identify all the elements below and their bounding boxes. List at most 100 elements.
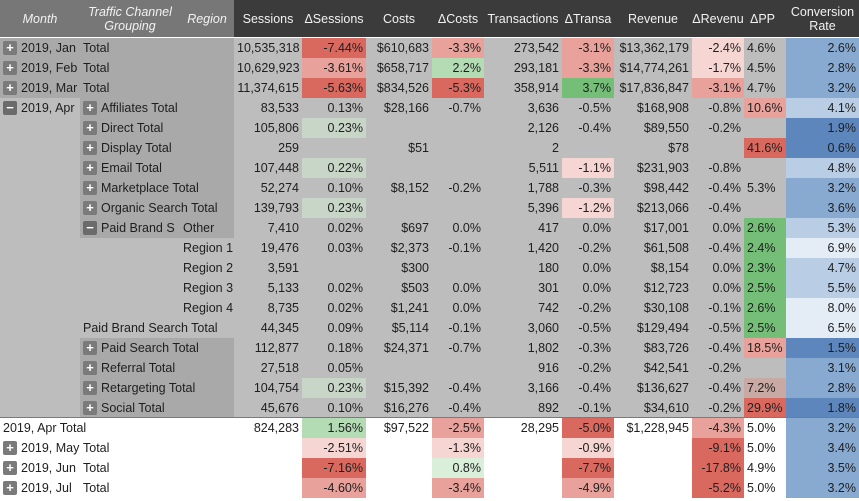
header-delta-costs[interactable]: ΔCosts <box>432 0 484 37</box>
month-label[interactable]: +2019, May <box>0 438 80 458</box>
month-label-text: 2019, May <box>21 441 80 455</box>
cell-d-revenue-text: -0.4% <box>708 381 741 395</box>
cell-dpp-text: 4.5% <box>747 61 776 75</box>
header-delta-revenue[interactable]: ΔRevenu <box>692 0 744 37</box>
cell-conversion-text: 3.1% <box>827 361 857 375</box>
cell-transactions: 1,788 <box>484 178 562 198</box>
cell-revenue-text: $78 <box>668 141 689 155</box>
month-label[interactable]: −2019, Apr <box>0 98 80 118</box>
expand-icon[interactable]: + <box>83 180 97 195</box>
cell-costs <box>366 438 432 458</box>
cell-sessions <box>234 478 302 498</box>
header-month[interactable]: Month <box>0 0 80 37</box>
cell-dpp: 2.3% <box>744 258 786 278</box>
channel-label-text: Retargeting Total <box>101 381 196 395</box>
expand-icon[interactable]: + <box>3 40 17 55</box>
header-delta-sessions[interactable]: ΔSessions <box>302 0 366 37</box>
cell-dpp-text: 18.5% <box>747 341 783 355</box>
cell-costs-text: $97,522 <box>383 421 429 435</box>
cell-conversion: 3.2% <box>786 418 859 438</box>
cell-d-trans-text: -3.1% <box>578 41 611 55</box>
expand-icon[interactable]: + <box>3 60 17 75</box>
cell-d-trans-text: 0.0% <box>582 281 612 295</box>
header-conversion-rate[interactable]: Conversion Rate <box>786 0 859 37</box>
channel-label[interactable]: + Email Total <box>80 158 234 178</box>
month-label[interactable]: +2019, Jul <box>0 478 80 498</box>
collapse-icon[interactable]: − <box>83 220 97 235</box>
cell-dpp-text: 2.3% <box>747 261 776 275</box>
header-traffic-channel-grouping[interactable]: Traffic Channel Grouping <box>80 0 180 37</box>
cell-d-revenue: -0.8% <box>692 158 744 178</box>
channel-label[interactable]: + Direct Total <box>80 118 234 138</box>
expand-icon[interactable]: + <box>3 460 17 475</box>
cell-revenue: $98,442 <box>614 178 692 198</box>
header-delta-transactions[interactable]: ΔTransa <box>562 0 614 37</box>
cell-costs-text: $697 <box>401 221 429 235</box>
cell-sessions: 11,374,615 <box>234 78 302 98</box>
cell-d-trans: 0.0% <box>562 278 614 298</box>
expand-icon[interactable]: + <box>3 480 17 495</box>
cell-sessions: 5,133 <box>234 278 302 298</box>
month-label[interactable]: +2019, Mar <box>0 78 80 98</box>
channel-label[interactable]: + Social Total <box>80 398 234 418</box>
channel-label[interactable]: − Paid Brand S <box>80 218 180 238</box>
cell-d-sessions: 0.23% <box>302 118 366 138</box>
cell-conversion: 3.2% <box>786 178 859 198</box>
cell-transactions-text: 1,802 <box>527 341 559 355</box>
cell-sessions-text: 112,877 <box>254 341 299 355</box>
region-label-text: Region 1 <box>183 241 234 255</box>
header-region[interactable]: Region <box>180 0 234 37</box>
cell-dpp: 2.6% <box>744 218 786 238</box>
cell-d-sessions: -2.51% <box>302 438 366 458</box>
expand-icon[interactable]: + <box>83 380 97 395</box>
expand-icon[interactable]: + <box>83 360 97 375</box>
channel-label-text: Paid Search Total <box>101 341 199 355</box>
header-transactions[interactable]: Transactions <box>484 0 562 37</box>
header-costs[interactable]: Costs <box>366 0 432 37</box>
expand-icon[interactable]: + <box>3 440 17 455</box>
collapse-icon[interactable]: − <box>3 100 17 115</box>
cell-conversion: 8.0% <box>786 298 859 318</box>
expand-icon[interactable]: + <box>83 200 97 215</box>
channel-label[interactable]: + Marketplace Total <box>80 178 234 198</box>
header-sessions[interactable]: Sessions <box>234 0 302 37</box>
header-delta-pp[interactable]: ΔPP <box>744 0 786 37</box>
cell-d-trans: -0.2% <box>562 358 614 378</box>
cell-d-trans: -1.2% <box>562 198 614 218</box>
channel-label[interactable]: + Paid Search Total <box>80 338 234 358</box>
grouping-label-text: Total <box>83 81 110 95</box>
cell-revenue: $13,362,179 <box>614 38 692 58</box>
expand-icon[interactable]: + <box>83 100 97 115</box>
channel-cell <box>80 258 180 278</box>
cell-d-costs: -0.4% <box>432 398 484 418</box>
month-label[interactable]: +2019, Jun <box>0 458 80 478</box>
cell-costs: $8,152 <box>366 178 432 198</box>
region-label: Region 2 <box>180 258 234 278</box>
cell-d-trans-text: -7.7% <box>578 461 611 475</box>
month-label[interactable]: +2019, Feb <box>0 58 80 78</box>
expand-icon[interactable]: + <box>83 160 97 175</box>
cell-conversion: 3.2% <box>786 78 859 98</box>
cell-conversion-text: 3.6% <box>827 201 857 215</box>
cell-sessions-text: 11,374,615 <box>237 81 299 95</box>
cell-conversion-text: 2.8% <box>827 61 857 75</box>
channel-label[interactable]: + Organic Search Total <box>80 198 234 218</box>
cell-dpp-text: 41.6% <box>747 141 783 155</box>
header-revenue[interactable]: Revenue <box>614 0 692 37</box>
cell-d-trans-text: -1.1% <box>578 161 611 175</box>
channel-label[interactable]: + Display Total <box>80 138 234 158</box>
cell-d-costs: -0.1% <box>432 238 484 258</box>
expand-icon[interactable]: + <box>83 140 97 155</box>
channel-label[interactable]: + Referral Total <box>80 358 234 378</box>
region-cell <box>180 458 234 478</box>
channel-label[interactable]: + Affiliates Total <box>80 98 234 118</box>
month-label[interactable]: +2019, Jan <box>0 38 80 58</box>
cell-sessions-text: 10,535,318 <box>237 41 300 55</box>
expand-icon[interactable]: + <box>83 340 97 355</box>
expand-icon[interactable]: + <box>83 400 97 415</box>
expand-icon[interactable]: + <box>3 80 17 95</box>
cell-revenue: $89,550 <box>614 118 692 138</box>
expand-icon[interactable]: + <box>83 120 97 135</box>
region-cell <box>180 418 234 438</box>
channel-label[interactable]: + Retargeting Total <box>80 378 234 398</box>
